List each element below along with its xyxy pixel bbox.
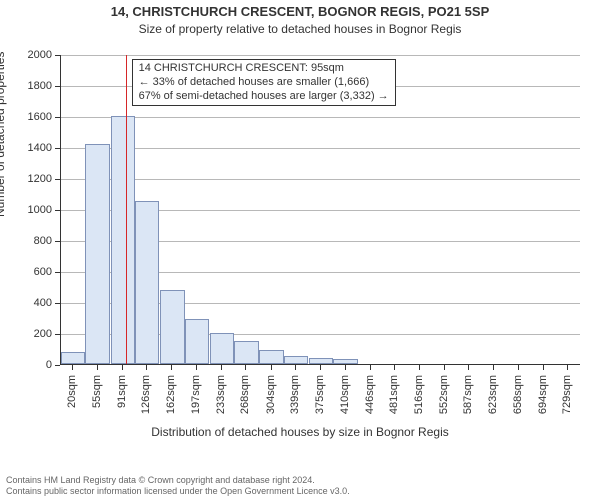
x-tick xyxy=(122,365,123,370)
gridline xyxy=(61,179,580,180)
annotation-line: 14 CHRISTCHURCH CRESCENT: 95sqm xyxy=(139,62,389,76)
x-tick xyxy=(468,365,469,370)
gridline xyxy=(61,117,580,118)
bar xyxy=(85,144,109,364)
x-tick-label: 623sqm xyxy=(487,375,499,425)
x-tick xyxy=(146,365,147,370)
x-tick xyxy=(320,365,321,370)
x-tick xyxy=(394,365,395,370)
x-axis-label: Distribution of detached houses by size … xyxy=(0,425,600,439)
y-tick xyxy=(55,365,60,366)
x-tick-label: 694sqm xyxy=(537,375,549,425)
y-tick-label: 1200 xyxy=(12,173,52,185)
x-tick-label: 729sqm xyxy=(561,375,573,425)
x-tick-label: 126sqm xyxy=(140,375,152,425)
chart-subtitle: Size of property relative to detached ho… xyxy=(0,22,600,36)
x-tick xyxy=(171,365,172,370)
y-tick-label: 1400 xyxy=(12,142,52,154)
x-tick xyxy=(295,365,296,370)
bar xyxy=(135,201,159,364)
y-tick xyxy=(55,86,60,87)
annotation-line: ← 33% of detached houses are smaller (1,… xyxy=(139,76,389,90)
bar xyxy=(160,290,184,364)
y-tick xyxy=(55,210,60,211)
x-tick-label: 197sqm xyxy=(190,375,202,425)
y-tick-label: 600 xyxy=(12,266,52,278)
y-tick-label: 2000 xyxy=(12,49,52,61)
y-tick xyxy=(55,55,60,56)
bar xyxy=(234,341,258,364)
x-tick-label: 162sqm xyxy=(165,375,177,425)
x-tick xyxy=(419,365,420,370)
y-tick xyxy=(55,272,60,273)
x-tick xyxy=(345,365,346,370)
y-tick xyxy=(55,334,60,335)
x-tick-label: 20sqm xyxy=(66,375,78,425)
x-tick-label: 552sqm xyxy=(438,375,450,425)
y-tick-label: 1600 xyxy=(12,111,52,123)
bar xyxy=(284,356,308,364)
bar xyxy=(111,116,135,364)
x-tick xyxy=(543,365,544,370)
x-tick xyxy=(221,365,222,370)
y-tick xyxy=(55,148,60,149)
x-tick xyxy=(245,365,246,370)
x-tick-label: 516sqm xyxy=(413,375,425,425)
bar xyxy=(333,359,357,364)
x-tick xyxy=(271,365,272,370)
y-tick xyxy=(55,117,60,118)
x-tick xyxy=(370,365,371,370)
y-tick xyxy=(55,241,60,242)
footnote-line: Contains public sector information licen… xyxy=(6,486,350,496)
x-tick xyxy=(518,365,519,370)
x-tick xyxy=(493,365,494,370)
y-tick-label: 200 xyxy=(12,328,52,340)
x-tick xyxy=(97,365,98,370)
bar xyxy=(309,358,333,364)
chart-title: 14, CHRISTCHURCH CRESCENT, BOGNOR REGIS,… xyxy=(0,4,600,19)
annotation-line: 67% of semi-detached houses are larger (… xyxy=(139,90,389,104)
plot-area: 14 CHRISTCHURCH CRESCENT: 95sqm ← 33% of… xyxy=(60,55,580,365)
x-tick xyxy=(196,365,197,370)
x-tick-label: 268sqm xyxy=(239,375,251,425)
y-tick-label: 400 xyxy=(12,297,52,309)
y-tick xyxy=(55,179,60,180)
y-tick-label: 1800 xyxy=(12,80,52,92)
figure: 14, CHRISTCHURCH CRESCENT, BOGNOR REGIS,… xyxy=(0,0,600,500)
x-tick-label: 55sqm xyxy=(91,375,103,425)
x-tick xyxy=(444,365,445,370)
x-tick-label: 375sqm xyxy=(314,375,326,425)
bar xyxy=(259,350,283,364)
y-tick xyxy=(55,303,60,304)
x-tick-label: 339sqm xyxy=(289,375,301,425)
footnote-line: Contains HM Land Registry data © Crown c… xyxy=(6,475,350,485)
y-tick-label: 0 xyxy=(12,359,52,371)
bar xyxy=(61,352,85,364)
bar xyxy=(210,333,234,364)
x-tick-label: 481sqm xyxy=(388,375,400,425)
x-tick xyxy=(72,365,73,370)
footnote: Contains HM Land Registry data © Crown c… xyxy=(6,475,350,496)
bar xyxy=(185,319,209,364)
x-tick-label: 658sqm xyxy=(512,375,524,425)
x-tick-label: 91sqm xyxy=(116,375,128,425)
x-tick-label: 446sqm xyxy=(364,375,376,425)
y-tick-label: 1000 xyxy=(12,204,52,216)
x-tick-label: 233sqm xyxy=(215,375,227,425)
marker-line xyxy=(126,55,127,364)
gridline xyxy=(61,148,580,149)
x-tick-label: 587sqm xyxy=(462,375,474,425)
annotation-box: 14 CHRISTCHURCH CRESCENT: 95sqm ← 33% of… xyxy=(132,59,396,106)
y-tick-label: 800 xyxy=(12,235,52,247)
x-tick-label: 304sqm xyxy=(265,375,277,425)
gridline xyxy=(61,55,580,56)
x-tick xyxy=(567,365,568,370)
x-tick-label: 410sqm xyxy=(339,375,351,425)
